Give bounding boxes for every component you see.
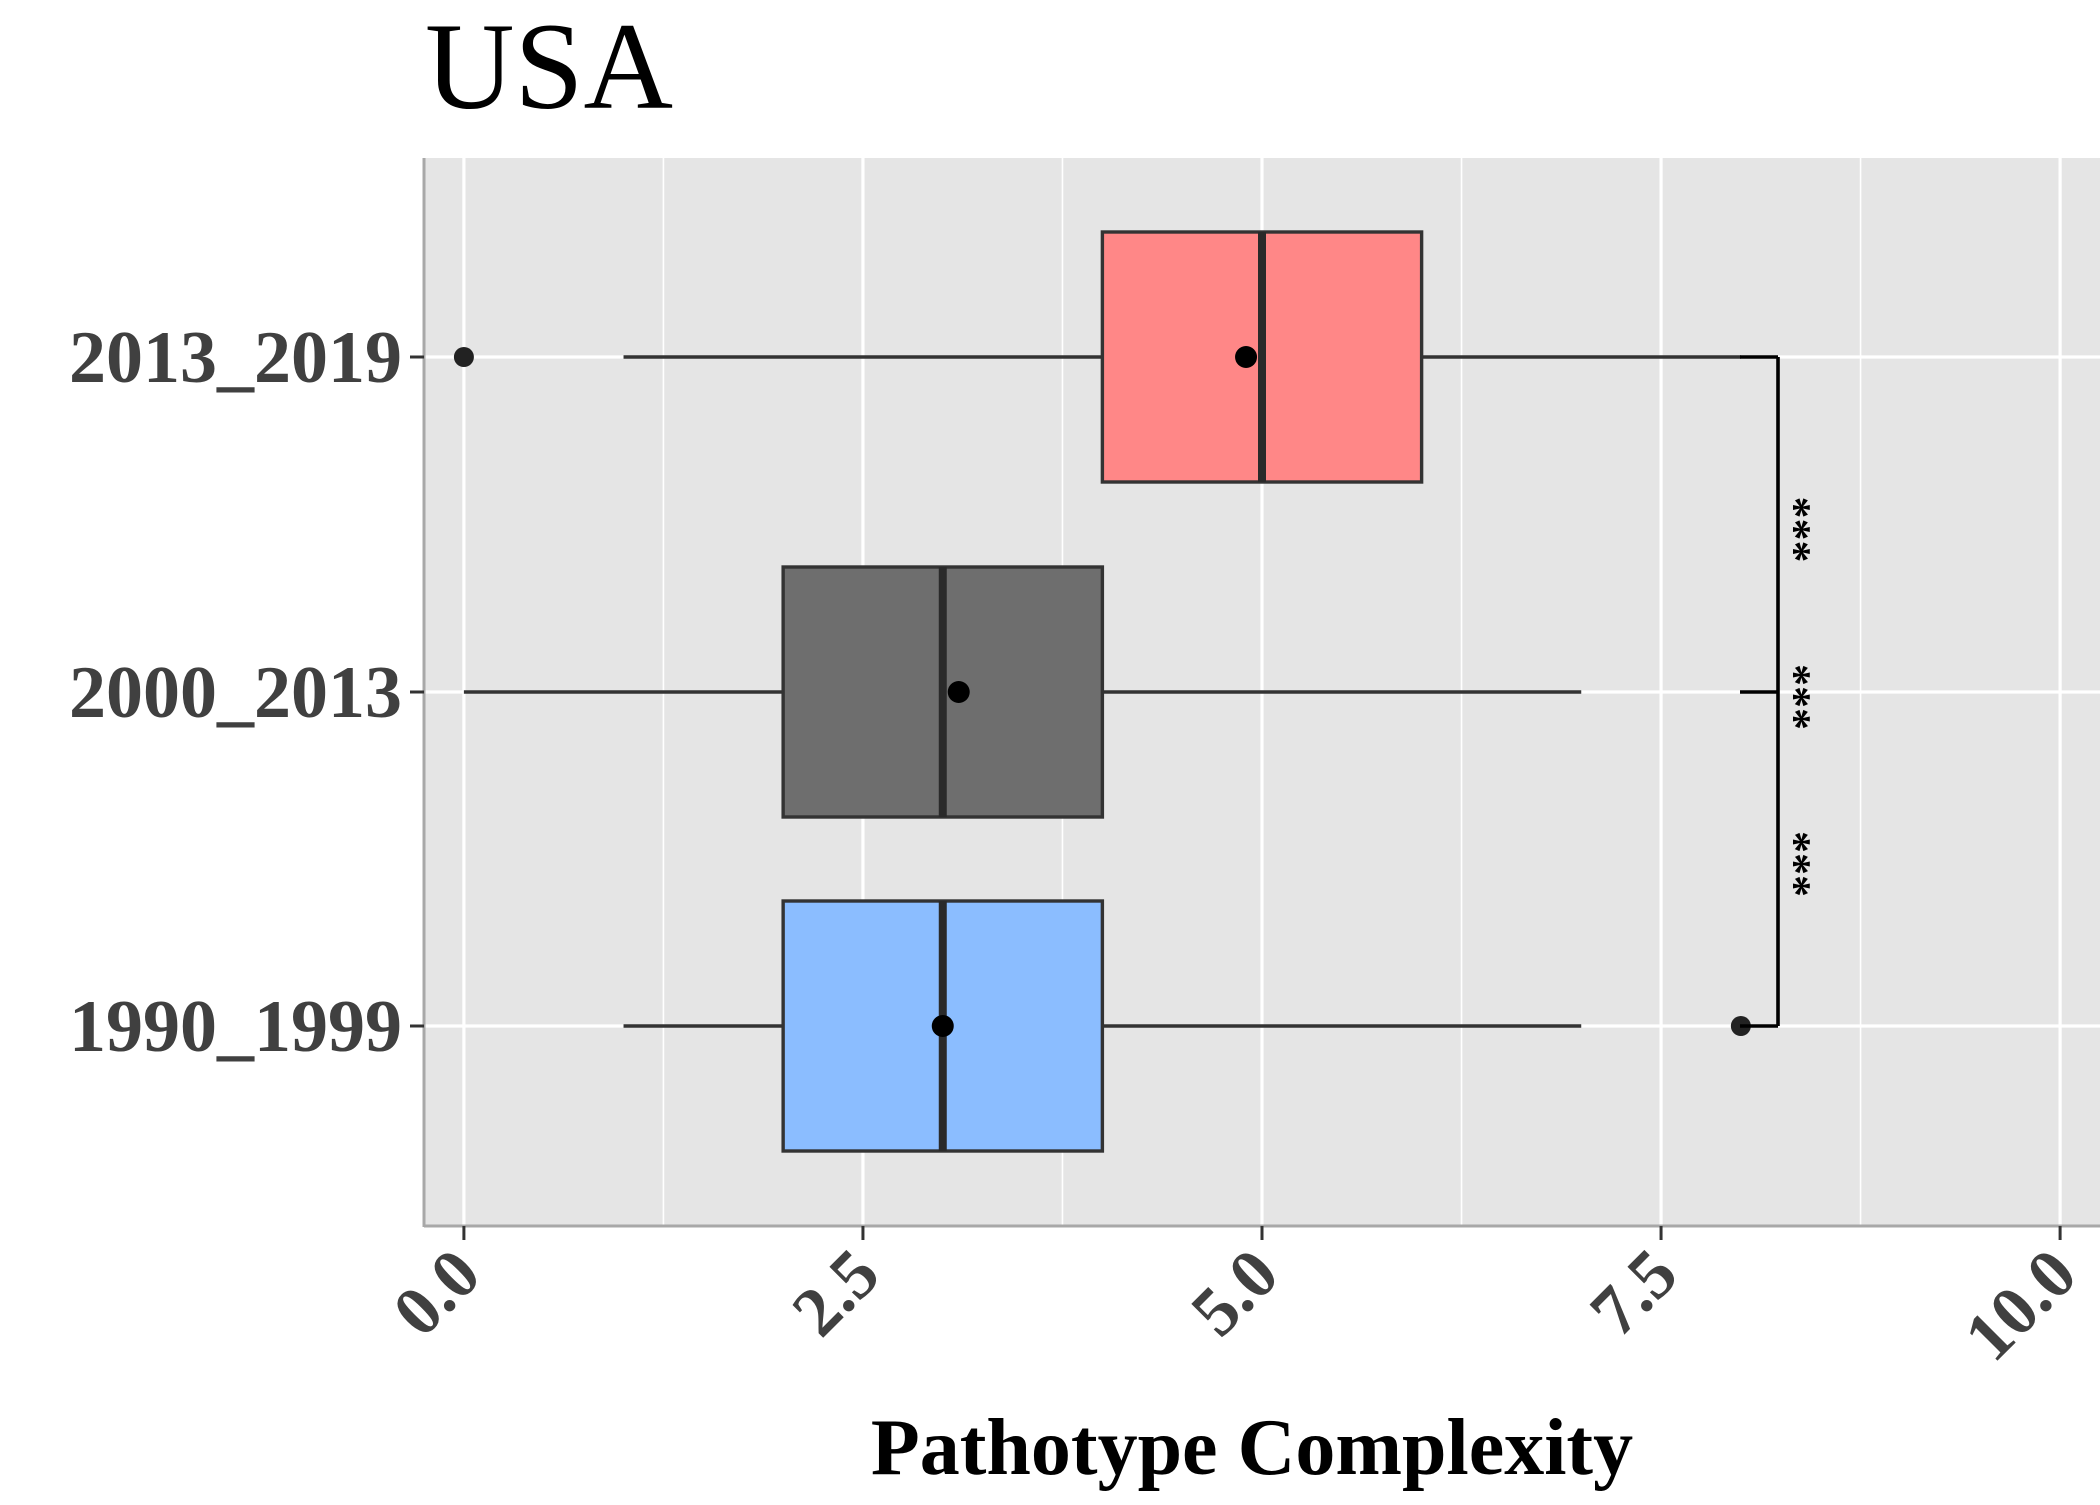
marks-layer (453, 230, 1751, 1153)
box-group-1990_1999 (623, 899, 1751, 1153)
x-tick-label: 5.0 (1177, 1235, 1293, 1351)
significance-label: *** (1783, 497, 1832, 563)
outlier-point (453, 347, 474, 367)
x-tick-label: 7.5 (1576, 1235, 1692, 1351)
mean-point (931, 1015, 954, 1037)
y-tick-label: 2000_2013 (69, 652, 402, 734)
mean-point (947, 681, 970, 703)
box-group-2000_2013 (463, 565, 1582, 819)
chart-title: USA (425, 0, 673, 135)
box-group-2013_2019 (453, 230, 1741, 484)
y-tick-label: 2013_2019 (69, 317, 402, 399)
x-tick-label: 0.0 (379, 1235, 495, 1351)
y-tick-label: 1990_1999 (69, 986, 402, 1068)
significance-layer: *** *** *** (1740, 355, 1832, 1028)
x-axis-label: Pathotype Complexity (871, 1404, 1633, 1492)
significance-label: *** (1783, 831, 1832, 897)
significance-label: *** (1783, 664, 1832, 730)
x-tick-label: 2.5 (778, 1235, 894, 1351)
mean-point (1235, 346, 1258, 368)
x-tick-label: 10.0 (1950, 1235, 2091, 1376)
